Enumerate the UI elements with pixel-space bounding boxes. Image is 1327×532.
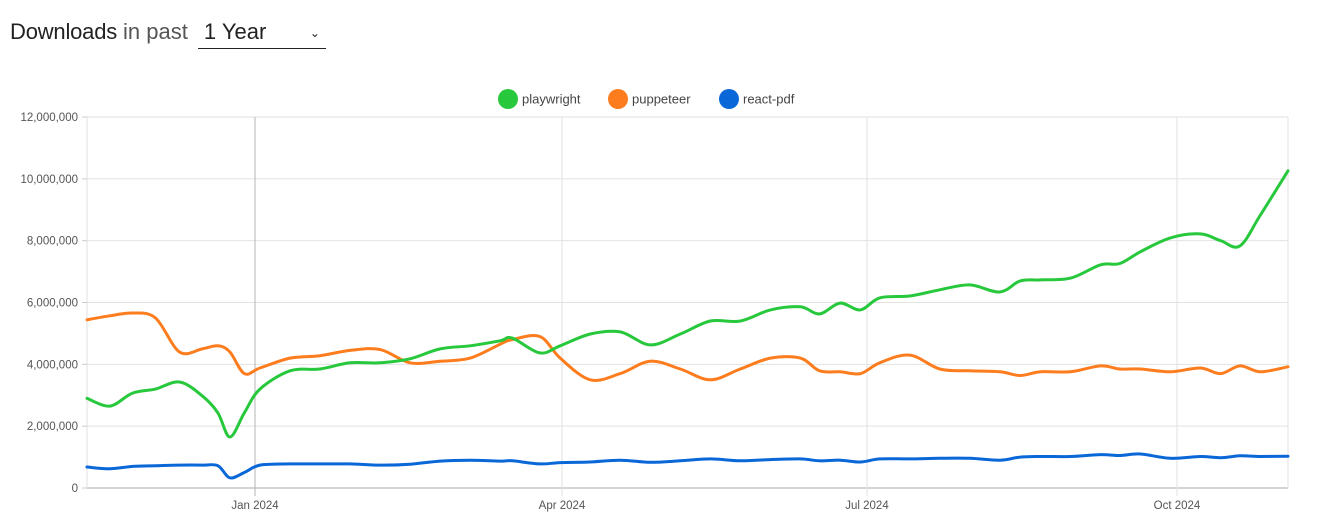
legend: playwright puppeteer react-pdf: [498, 89, 795, 109]
x-tick-label: Jan 2024: [231, 500, 279, 512]
grid-lines: [86, 116, 1289, 496]
y-tick-label: 0: [72, 483, 78, 495]
legend-item-puppeteer[interactable]: puppeteer: [608, 89, 691, 109]
x-tick-label: Jul 2024: [845, 500, 889, 512]
chart-canvas: 0 2,000,000 4,000,000 6,000,000 8,000,000 10,…: [20, 89, 1290, 512]
legend-dot-icon: [719, 89, 739, 109]
y-tick-label: 10,000,000: [20, 174, 78, 186]
series-line-react-pdf: [85, 452, 1290, 480]
chevron-down-icon: ⌄: [309, 25, 320, 40]
period-select-value: 1 Year: [203, 18, 267, 44]
series-line-playwright: [85, 169, 1290, 439]
y-tick-label: 8,000,000: [27, 236, 78, 248]
y-axis: 0 2,000,000 4,000,000 6,000,000 8,000,000 10,…: [20, 112, 87, 495]
y-tick-label: 12,000,000: [20, 112, 78, 124]
legend-item-react-pdf[interactable]: react-pdf: [719, 89, 795, 109]
x-tick-label: Oct 2024: [1154, 500, 1201, 512]
legend-label: react-pdf: [743, 92, 795, 107]
y-tick-label: 2,000,000: [27, 421, 78, 433]
page-title: Downloads: [10, 19, 118, 44]
downloads-chart: 0 2,000,000 4,000,000 6,000,000 8,000,000 10,…: [0, 80, 1327, 532]
legend-label: playwright: [522, 92, 581, 107]
downloads-header: Downloads in past 1 Year ⌄: [10, 14, 326, 50]
legend-label: puppeteer: [632, 92, 691, 107]
legend-dot-icon: [498, 89, 518, 109]
series-lines: [85, 169, 1290, 480]
x-tick-label: Apr 2024: [539, 500, 586, 512]
series-line-puppeteer: [85, 311, 1290, 382]
legend-item-playwright[interactable]: playwright: [498, 89, 581, 109]
y-tick-label: 6,000,000: [27, 298, 78, 310]
period-select[interactable]: 1 Year ⌄: [197, 15, 326, 49]
y-tick-label: 4,000,000: [27, 359, 78, 371]
x-axis: Jan 2024 Apr 2024 Jul 2024 Oct 2024: [231, 500, 1201, 512]
legend-dot-icon: [608, 89, 628, 109]
title-suffix: in past: [123, 19, 188, 44]
